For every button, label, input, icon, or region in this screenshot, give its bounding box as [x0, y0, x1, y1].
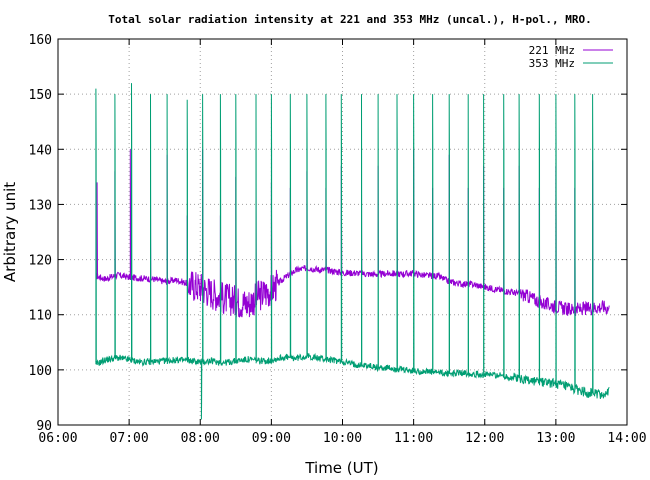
x-tick-label: 13:00 — [536, 431, 575, 446]
chart-title: Total solar radiation intensity at 221 a… — [108, 13, 591, 26]
y-tick-label: 140 — [29, 143, 52, 158]
x-tick-label: 14:00 — [607, 431, 646, 446]
y-tick-label: 130 — [29, 198, 52, 213]
x-tick-label: 10:00 — [323, 431, 362, 446]
y-tick-label: 110 — [29, 309, 52, 324]
y-tick-label: 150 — [29, 88, 52, 103]
legend-label: 221 MHz — [529, 44, 575, 57]
x-tick-label: 07:00 — [110, 431, 149, 446]
x-axis-label: Time (UT) — [304, 459, 378, 477]
x-axis: 06:00 07:00 08:00 09:00 10:00 11:00 12:00 13:00… — [38, 39, 647, 446]
y-axis-label: Arbitrary unit — [1, 182, 19, 282]
series-353-mhz-line — [95, 83, 610, 420]
x-tick-label: 12:00 — [465, 431, 504, 446]
series-layer — [95, 83, 610, 420]
x-tick-label: 09:00 — [252, 431, 291, 446]
grid-lines — [58, 39, 627, 425]
y-tick-label: 90 — [36, 419, 52, 434]
x-tick-label: 06:00 — [38, 431, 77, 446]
x-tick-label: 08:00 — [181, 431, 220, 446]
y-tick-label: 100 — [29, 364, 52, 379]
y-tick-label: 120 — [29, 254, 52, 269]
y-axis: 90 100 110 120 130 140 150 160 — [29, 33, 627, 434]
x-tick-label: 11:00 — [394, 431, 433, 446]
series-221-mhz-line — [95, 149, 610, 318]
y-tick-label: 160 — [29, 33, 52, 48]
legend-label: 353 MHz — [529, 57, 575, 70]
